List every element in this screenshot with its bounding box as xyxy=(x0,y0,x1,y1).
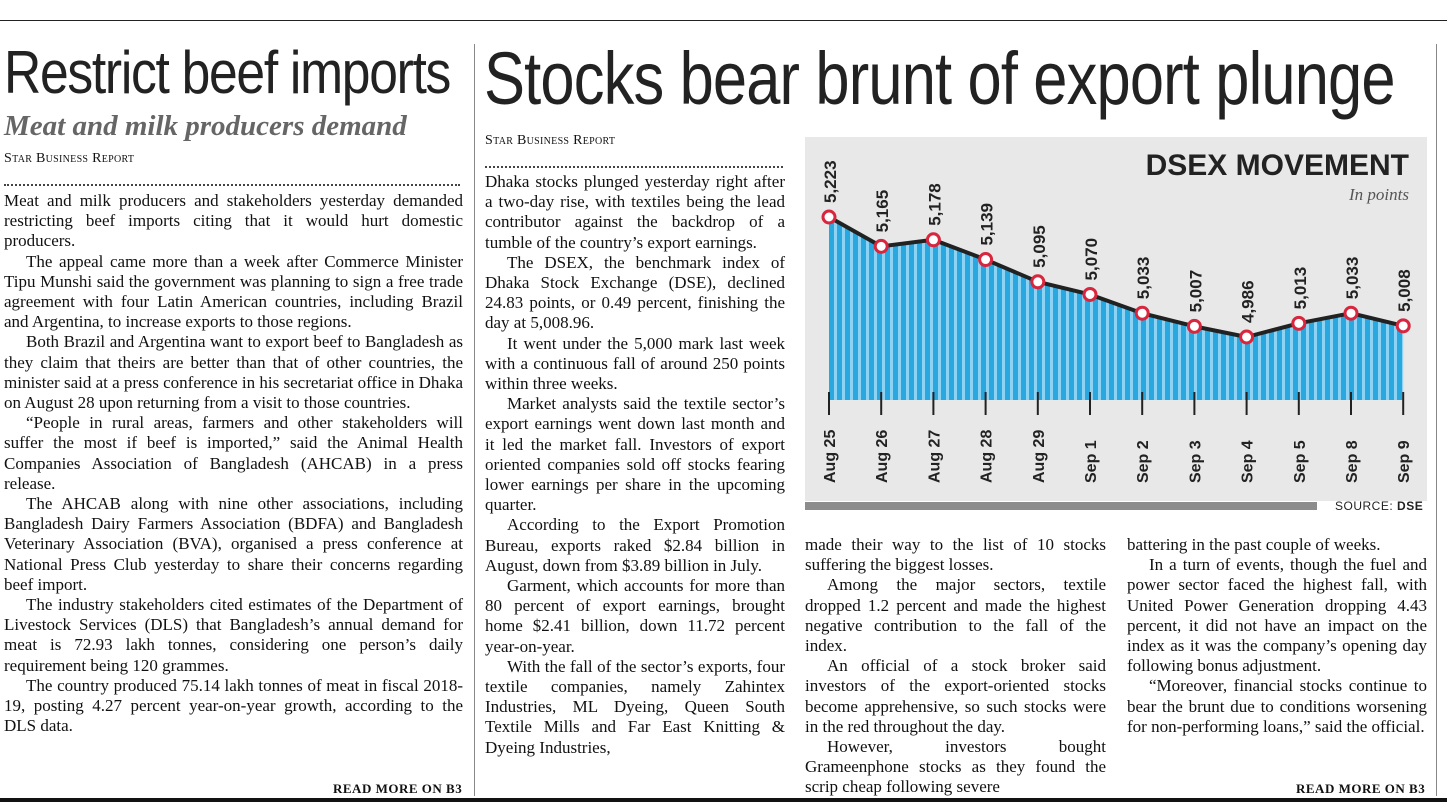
chart-point xyxy=(1291,315,1307,331)
chart-tick-label: Sep 2 xyxy=(1135,440,1152,483)
chart-point xyxy=(978,252,994,268)
chart-point xyxy=(1395,318,1411,334)
chart-value-label: 5,033 xyxy=(1343,257,1362,300)
chart-subtitle: In points xyxy=(1349,185,1409,204)
chart-value-label: 5,070 xyxy=(1082,238,1101,281)
chart-source-value: DSE xyxy=(1397,499,1424,513)
chart-value-label: 5,095 xyxy=(1030,225,1049,268)
chart-tick-label: Sep 8 xyxy=(1344,440,1361,483)
chart-value-label: 5,007 xyxy=(1186,270,1205,313)
chart-point xyxy=(821,209,837,225)
right-byline-rule xyxy=(485,166,783,168)
chart-source: SOURCE: DSE xyxy=(1335,499,1423,513)
right-paragraph: “Moreover, financial stocks continue to … xyxy=(1127,676,1427,736)
chart-plot: 5,223 Aug 25 5,165 Aug 26 5,178 Aug 27 5,139 Au… xyxy=(821,160,1414,483)
chart-tick-label: Aug 28 xyxy=(979,430,996,483)
left-article-body: Meat and milk producers and stakeholders… xyxy=(4,191,463,736)
left-byline: Star Business Report xyxy=(4,151,135,166)
right-paragraph: According to the Export Promotion Bureau… xyxy=(485,515,785,575)
left-paragraph: The appeal came more than a week after C… xyxy=(4,251,463,332)
column-divider xyxy=(474,44,475,796)
chart-tick-label: Sep 4 xyxy=(1240,440,1257,483)
left-headline: Restrict beef imports xyxy=(4,39,451,106)
bottom-rule xyxy=(0,798,1447,802)
right-paragraph: Market analysts said the textile sector’… xyxy=(485,394,785,515)
chart-title: DSEX MOVEMENT xyxy=(1145,149,1409,182)
left-paragraph: The industry stakeholders cited estimate… xyxy=(4,595,463,675)
chart-point xyxy=(925,232,941,248)
right-column-2: made their way to the list of 10 stocks … xyxy=(805,535,1106,798)
chart-tick-label: Sep 9 xyxy=(1396,440,1413,483)
left-paragraph: “People in rural areas, farmers and othe… xyxy=(4,413,463,493)
page-edge-divider xyxy=(1436,44,1437,796)
chart-area xyxy=(829,217,1404,400)
chart-value-label: 5,165 xyxy=(873,190,892,233)
chart-value-label: 5,139 xyxy=(978,203,997,246)
right-paragraph: Dhaka stocks plunged yesterday right aft… xyxy=(485,172,785,252)
chart-tick-label: Sep 1 xyxy=(1083,440,1100,483)
chart-tick-label: Aug 25 xyxy=(822,430,839,483)
left-read-more-link[interactable]: READ MORE ON B3 xyxy=(333,781,463,796)
left-byline-rule xyxy=(4,184,460,186)
chart-value-label: 4,986 xyxy=(1239,280,1258,323)
chart-point xyxy=(873,238,889,254)
chart-source-bar xyxy=(805,502,1317,510)
chart-tick-label: Aug 27 xyxy=(926,430,943,483)
right-paragraph: With the fall of the sector’s exports, f… xyxy=(485,656,785,757)
chart-tick-label: Sep 5 xyxy=(1292,440,1309,483)
chart-value-label: 5,033 xyxy=(1134,257,1153,300)
chart-value-label: 5,013 xyxy=(1291,267,1310,310)
left-paragraph: Both Brazil and Argentina want to export… xyxy=(4,332,463,413)
left-paragraph: The country produced 75.14 lakh tonnes o… xyxy=(4,675,463,736)
right-paragraph: An official of a stock broker said inves… xyxy=(805,656,1106,736)
right-column-3: battering in the past couple of weeks. I… xyxy=(1127,535,1427,737)
chart-tick-label: Sep 3 xyxy=(1187,440,1204,483)
chart-source-label: SOURCE: xyxy=(1335,499,1394,513)
chart-value-label: 5,008 xyxy=(1395,269,1414,312)
chart-point xyxy=(1343,305,1359,321)
left-paragraph: The AHCAB along with nine other associat… xyxy=(4,494,463,594)
chart-point xyxy=(1082,286,1098,302)
right-paragraph: In a turn of events, though the fuel and… xyxy=(1127,555,1427,676)
chart-point xyxy=(1239,329,1255,345)
right-paragraph: It went under the 5,000 mark last week w… xyxy=(485,333,785,394)
chart-value-label: 5,178 xyxy=(925,183,944,226)
dsex-chart: DSEX MOVEMENT In points 5,223 Aug 25 5,165… xyxy=(805,137,1427,501)
chart-line xyxy=(828,215,1404,339)
chart-point xyxy=(1030,274,1046,290)
left-subhead: Meat and milk producers demand xyxy=(4,110,407,142)
right-paragraph: battering in the past couple of weeks. xyxy=(1127,535,1381,554)
right-headline: Stocks bear brunt of export plunge xyxy=(484,37,1396,120)
left-paragraph: Meat and milk producers and stakeholders… xyxy=(4,191,463,251)
right-read-more-link[interactable]: READ MORE ON B3 xyxy=(1296,781,1426,796)
right-paragraph: Garment, which accounts for more than 80… xyxy=(485,576,785,656)
right-paragraph: Among the major sectors, textile dropped… xyxy=(805,575,1106,656)
chart-point xyxy=(1134,305,1150,321)
chart-value-label: 5,223 xyxy=(821,160,840,203)
chart-tick-label: Aug 29 xyxy=(1031,430,1048,483)
right-paragraph: made their way to the list of 10 stocks … xyxy=(805,535,1106,575)
right-paragraph: However, investors bought Grameenphone s… xyxy=(805,737,1106,797)
chart-point xyxy=(1186,318,1202,334)
right-paragraph: The DSEX, the benchmark index of Dhaka S… xyxy=(485,252,785,333)
right-byline: Star Business Report xyxy=(485,133,616,148)
chart-tick-label: Aug 26 xyxy=(874,430,891,483)
right-column-1: Dhaka stocks plunged yesterday right aft… xyxy=(485,172,785,758)
top-rule xyxy=(0,20,1447,21)
